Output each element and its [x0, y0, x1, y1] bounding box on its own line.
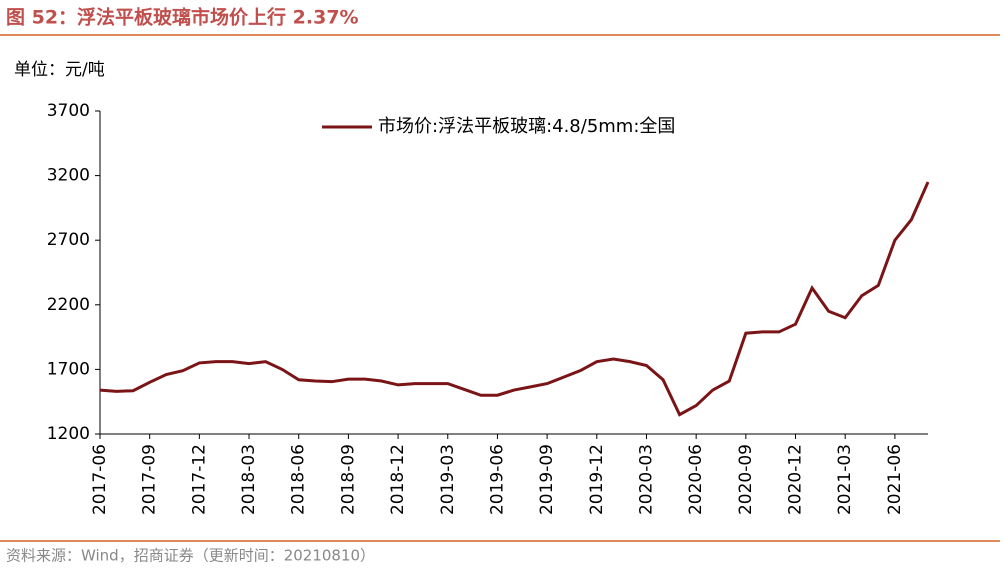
line-series: [99, 181, 930, 417]
x-tick-label: 2020-03: [636, 444, 656, 515]
x-tick-label: 2017-06: [90, 444, 110, 515]
x-tick-label: 2019-03: [438, 444, 458, 515]
y-tick-label: 2200: [47, 295, 90, 315]
x-tick-label: 2021-06: [885, 444, 905, 515]
x-tick-label: 2017-12: [189, 444, 209, 515]
y-tick-label: 3700: [47, 101, 90, 121]
y-unit: 单位：元/吨: [14, 60, 105, 80]
x-tick-label: 2020-09: [736, 444, 756, 515]
y-tick-label: 2700: [47, 230, 90, 250]
x-tick-label: 2021-03: [835, 444, 855, 515]
x-tick-label: 2020-12: [786, 444, 806, 515]
source: 资料来源：Wind，招商证券（更新时间：20210810）: [6, 547, 375, 565]
x-tick-label: 2019-09: [537, 444, 557, 515]
x-tick-label: 2018-03: [239, 444, 259, 515]
x-tick-label: 2020-06: [686, 444, 706, 515]
x-tick-label: 2019-06: [487, 444, 507, 515]
y-tick-label: 1700: [47, 359, 90, 379]
title: 图 52：浮法平板玻璃市场价上行 2.37%: [6, 6, 359, 29]
x-tick-label: 2018-12: [388, 444, 408, 515]
y-tick-label: 1200: [47, 424, 90, 444]
x-tick-label: 2018-09: [338, 444, 358, 515]
x-tick-label: 2018-06: [289, 444, 309, 515]
y-tick-label: 3200: [47, 166, 90, 186]
x-tick-label: 2019-12: [587, 444, 607, 515]
legend-label: 市场价:浮法平板玻璃:4.8/5mm:全国: [378, 116, 675, 137]
x-tick-label: 2017-09: [140, 444, 160, 515]
